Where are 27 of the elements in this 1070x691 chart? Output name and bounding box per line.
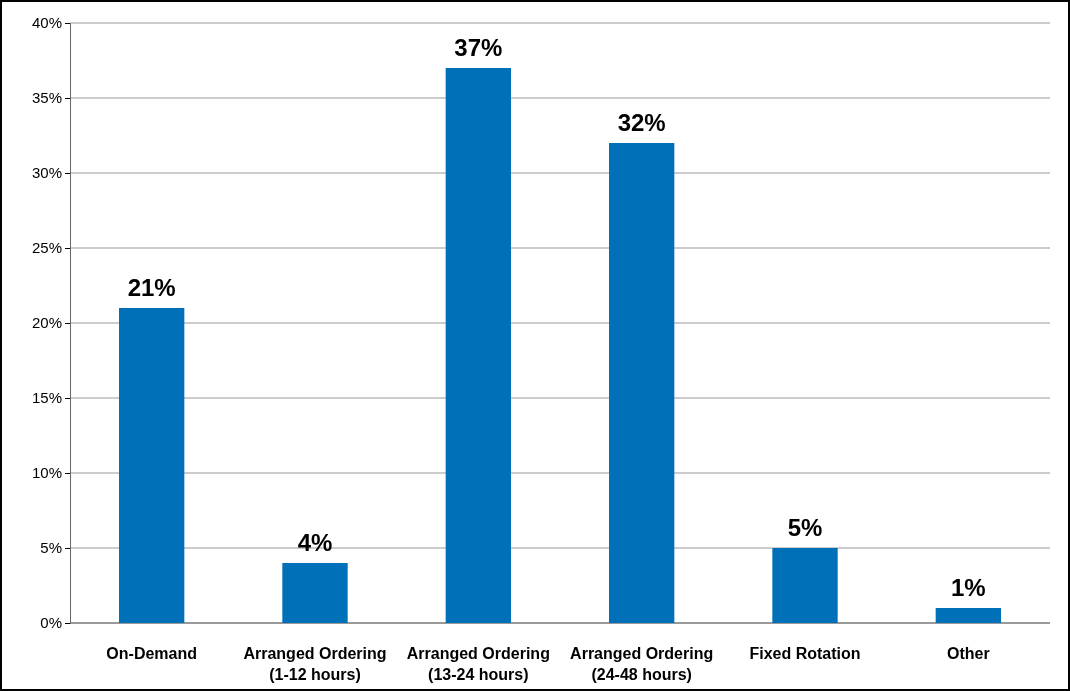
x-tick-label: Arranged Ordering (13-24 hours) [406,645,550,683]
bar [609,143,675,623]
bar [445,68,511,623]
y-tick-label: 35% [31,89,62,107]
y-tick-label: 20% [31,314,62,332]
y-tick-label: 0% [40,614,62,632]
x-tick-label: Other [947,645,990,662]
data-label: 1% [950,574,986,601]
x-tick-label: Arranged Ordering (24-48 hours) [570,645,714,683]
x-tick-label: Fixed Rotation [749,645,861,662]
y-tick-label: 30% [31,164,62,182]
bar [935,608,1001,623]
data-label: 5% [787,514,823,541]
data-label: 37% [454,34,503,61]
y-tick-label: 25% [31,239,62,257]
x-tick-label: On-Demand [106,645,197,662]
y-tick-label: 40% [31,14,62,32]
bar [282,563,348,623]
bar [772,548,838,623]
data-label: 21% [127,274,176,301]
data-label: 4% [297,529,333,556]
y-tick-label: 5% [40,539,62,557]
y-tick-label: 10% [31,464,62,482]
data-label: 32% [617,109,666,136]
y-tick-label: 15% [31,389,62,407]
x-tick-label: Arranged Ordering (1-12 hours) [243,645,387,683]
bar [119,308,185,623]
